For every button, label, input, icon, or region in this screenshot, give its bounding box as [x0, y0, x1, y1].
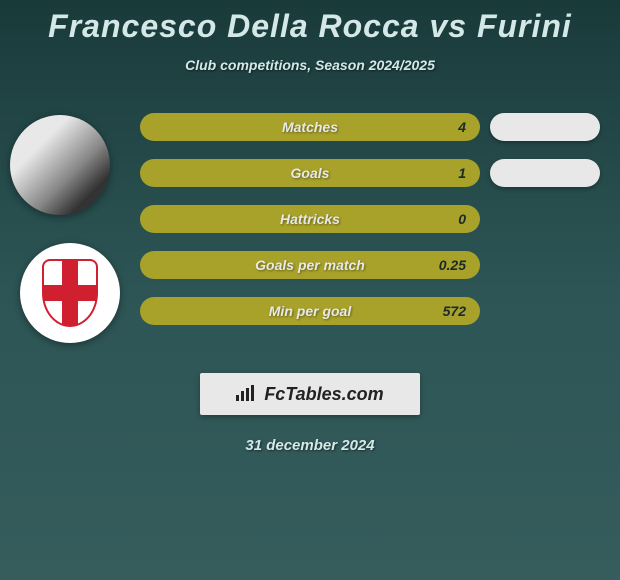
stat-value: 572 — [443, 303, 466, 319]
comparison-pill — [490, 159, 600, 187]
stat-value: 0.25 — [439, 257, 466, 273]
stat-row: Matches 4 — [140, 113, 480, 141]
stat-value: 0 — [458, 211, 466, 227]
comparison-pill — [490, 113, 600, 141]
stat-value: 1 — [458, 165, 466, 181]
brand-label: FcTables.com — [264, 384, 383, 405]
player-avatar — [10, 115, 110, 215]
subtitle: Club competitions, Season 2024/2025 — [0, 57, 620, 73]
stat-label: Goals — [291, 165, 330, 181]
stat-row: Min per goal 572 — [140, 297, 480, 325]
stat-row: Goals per match 0.25 — [140, 251, 480, 279]
stat-label: Matches — [282, 119, 338, 135]
stat-label: Goals per match — [255, 257, 365, 273]
stat-label: Min per goal — [269, 303, 351, 319]
stat-row: Goals 1 — [140, 159, 480, 187]
brand-badge[interactable]: FcTables.com — [200, 373, 420, 415]
stat-label: Hattricks — [280, 211, 340, 227]
chart-icon — [236, 383, 258, 406]
date-label: 31 december 2024 — [0, 437, 620, 454]
stat-row: Hattricks 0 — [140, 205, 480, 233]
stats-area: Matches 4 Goals 1 Hattricks 0 Goals per match 0… — [0, 103, 620, 343]
stat-value: 4 — [458, 119, 466, 135]
page-title: Francesco Della Rocca vs Furini — [0, 0, 620, 45]
shield-icon — [42, 259, 98, 327]
club-badge — [20, 243, 120, 343]
